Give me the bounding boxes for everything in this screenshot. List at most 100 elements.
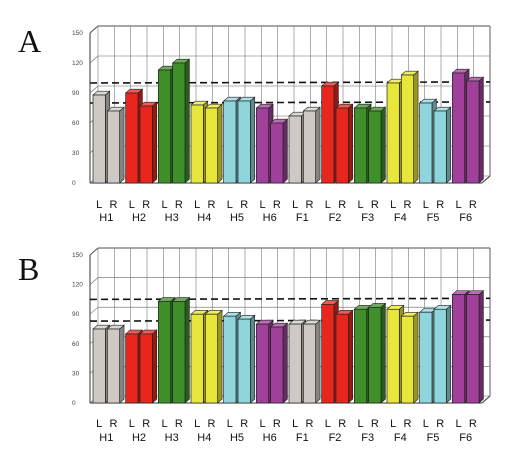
bar <box>157 69 172 184</box>
plot-frame <box>481 395 491 404</box>
x-tick-label: H1 <box>99 212 113 224</box>
x-tick-label: F4 <box>394 212 407 224</box>
bar-side <box>217 309 223 404</box>
bar-side-label: R <box>208 418 216 430</box>
gridline <box>89 306 99 315</box>
x-tick-label: F1 <box>296 212 309 224</box>
bar-side-label: L <box>259 199 265 211</box>
bar <box>139 333 153 404</box>
y-tick-label: 30 <box>72 370 80 377</box>
bar <box>125 333 139 404</box>
x-tick-label: F6 <box>459 432 472 444</box>
bar <box>386 82 400 184</box>
bar-side <box>250 96 256 184</box>
bar-side-label: R <box>404 418 412 430</box>
bar-side-label: L <box>292 199 298 211</box>
bar-side-label: R <box>306 199 314 211</box>
bar-side <box>478 289 484 404</box>
bar-side-label: R <box>110 418 118 430</box>
bar <box>190 313 204 404</box>
bar <box>288 115 302 184</box>
x-tick-label: H6 <box>263 212 277 224</box>
bar-side <box>446 304 452 404</box>
panel-label: B <box>18 251 39 287</box>
bar-side <box>348 309 354 404</box>
bar <box>466 294 480 404</box>
bar-side-label: L <box>390 199 396 211</box>
bar-side <box>282 322 288 404</box>
x-tick-label: H2 <box>132 432 146 444</box>
bar-side <box>282 118 288 184</box>
x-tick-label: H5 <box>230 212 244 224</box>
x-tick-label: F5 <box>427 432 440 444</box>
x-tick-label: F1 <box>296 432 309 444</box>
bar-side <box>119 324 125 404</box>
y-tick-label: 0 <box>72 180 76 187</box>
bar-side-label: L <box>292 418 298 430</box>
reference-line <box>89 81 491 84</box>
bar <box>288 323 302 404</box>
bar-side-label: R <box>175 418 183 430</box>
y-tick-label: 90 <box>72 90 80 97</box>
bar-side-label: L <box>423 418 429 430</box>
bar-side-label: L <box>227 199 233 211</box>
bar-side-label: R <box>142 418 150 430</box>
bar-side-label: R <box>240 199 248 211</box>
bar <box>125 92 139 184</box>
bar <box>353 308 368 404</box>
bar-side <box>184 296 190 404</box>
bar-side <box>478 76 484 184</box>
bar-side-label: L <box>423 199 429 211</box>
bar-side-label: R <box>110 199 118 211</box>
bar <box>466 80 480 184</box>
y-tick-label: 0 <box>72 400 76 407</box>
x-tick-label: H2 <box>132 212 146 224</box>
bar <box>353 107 368 184</box>
bar-side-label: L <box>96 418 102 430</box>
bar-side-label: L <box>161 418 167 430</box>
bar <box>270 122 284 184</box>
plot-frame <box>481 175 491 184</box>
bar <box>433 110 447 184</box>
bar <box>335 313 349 404</box>
bar-side-label: R <box>142 199 150 211</box>
gridline <box>89 247 99 256</box>
x-tick-label: H6 <box>263 432 277 444</box>
bar-side-label: R <box>273 199 281 211</box>
bar-side <box>250 314 256 404</box>
bar-side-label: R <box>306 418 314 430</box>
bar-side-label: R <box>240 418 248 430</box>
bar-side-label: L <box>129 418 135 430</box>
bar <box>255 323 270 404</box>
bar-side <box>446 106 452 184</box>
bar <box>204 313 219 404</box>
y-tick-label: 90 <box>72 311 80 318</box>
bar-side-label: R <box>469 418 477 430</box>
bar-side-label: L <box>455 199 461 211</box>
x-tick-label: H3 <box>165 432 179 444</box>
bar <box>106 328 121 404</box>
bar <box>106 110 121 184</box>
bar-side-label: R <box>371 199 379 211</box>
bar-side-label: L <box>357 418 363 430</box>
bar-side <box>380 302 386 404</box>
bar-side <box>348 103 354 184</box>
y-tick-label: 150 <box>72 30 83 37</box>
bar-side-label: R <box>371 418 379 430</box>
bar <box>386 308 400 404</box>
bar <box>419 102 433 184</box>
x-tick-label: H5 <box>230 432 244 444</box>
bar-side <box>152 101 158 184</box>
panel-label: A <box>18 23 41 59</box>
bar-side-label: R <box>469 199 477 211</box>
bar <box>451 72 466 184</box>
bar-side <box>184 58 190 184</box>
bar <box>157 301 172 404</box>
bar-side-label: L <box>194 199 200 211</box>
bar <box>451 294 466 404</box>
bar-side-label: L <box>325 199 331 211</box>
bar <box>223 315 237 404</box>
